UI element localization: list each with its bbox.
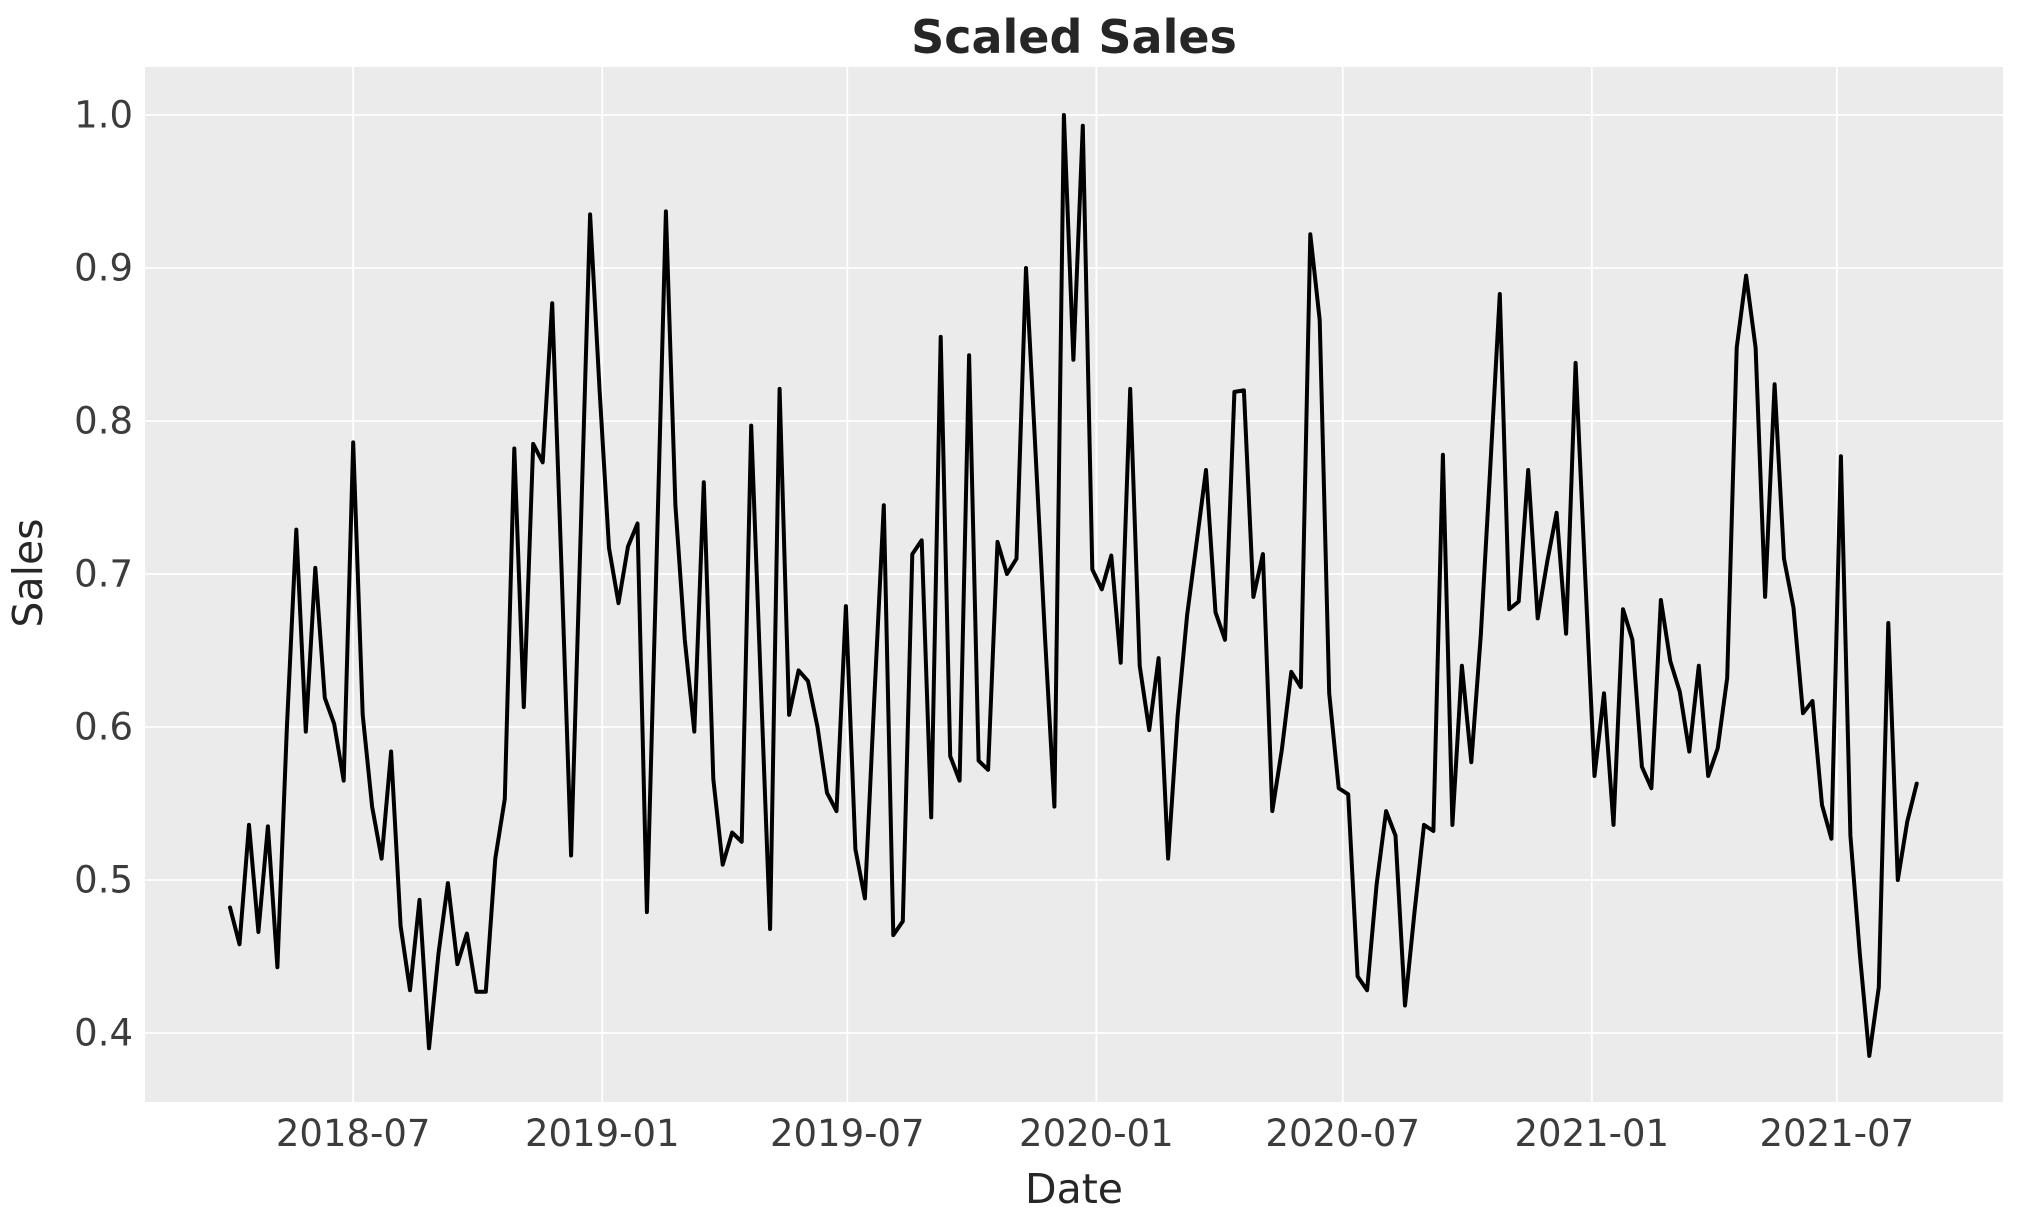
y-tick-label: 0.6: [74, 705, 133, 749]
y-tick-label: 0.5: [74, 858, 133, 902]
sales-line: [228, 113, 1919, 1058]
gridlines: [145, 67, 2003, 1102]
x-tick-label: 2020-01: [1019, 1112, 1174, 1155]
x-tick-label: 2021-01: [1514, 1112, 1670, 1155]
x-tick-label: 2019-01: [524, 1112, 680, 1155]
y-tick-label: 0.8: [74, 399, 133, 443]
x-tick-label: 2020-07: [1265, 1112, 1421, 1155]
y-tick-label: 0.4: [74, 1011, 133, 1055]
x-axis-label: Date: [1025, 1165, 1123, 1213]
chart-title: Scaled Sales: [911, 10, 1237, 64]
y-tick-label: 0.9: [74, 246, 133, 290]
y-tick-label: 1.0: [74, 93, 133, 137]
y-tick-label: 0.7: [74, 552, 133, 596]
x-tick-label: 2021-07: [1759, 1112, 1915, 1155]
x-tick-label: 2019-07: [769, 1112, 925, 1155]
x-tick-label: 2018-07: [275, 1112, 431, 1155]
